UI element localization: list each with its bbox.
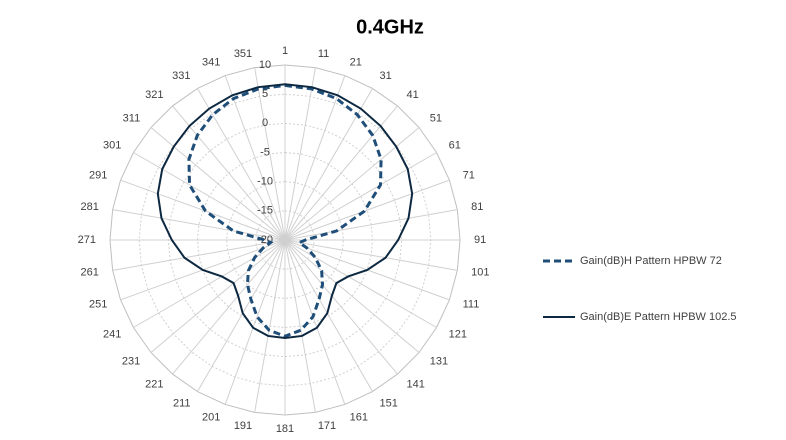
spoke: [284, 179, 450, 241]
category-label: 121: [449, 328, 467, 340]
category-label: 281: [81, 201, 99, 213]
chart-title: 0.4GHz: [356, 16, 424, 38]
spoke: [284, 239, 346, 405]
spoke: [254, 239, 286, 413]
series-line: [156, 83, 414, 340]
spoke: [172, 105, 286, 241]
spoke: [254, 67, 286, 241]
category-label: 261: [81, 267, 99, 279]
category-label: 191: [234, 420, 252, 432]
category-label: 251: [89, 299, 107, 311]
spoke: [284, 75, 346, 241]
spoke: [284, 239, 458, 271]
category-label: 351: [234, 48, 252, 60]
category-label: 341: [202, 56, 220, 68]
category-label: 21: [350, 56, 362, 68]
category-label: 61: [449, 139, 461, 151]
category-label: 31: [380, 70, 392, 82]
spoke: [197, 88, 286, 241]
spoke: [224, 75, 286, 241]
category-label: 111: [463, 299, 480, 311]
category-label: 101: [471, 267, 489, 279]
spoke: [284, 239, 437, 328]
category-label: 71: [463, 169, 475, 181]
spoke: [120, 179, 286, 241]
spoke: [284, 152, 437, 241]
category-label: 91: [474, 234, 486, 246]
category-label: 161: [350, 412, 368, 424]
spoke: [224, 239, 286, 405]
category-label: 181: [276, 423, 294, 435]
spoke: [284, 239, 373, 392]
category-label: 1: [282, 45, 288, 57]
spoke: [284, 105, 398, 241]
legend-label: Gain(dB)E Pattern HPBW 102.5: [580, 311, 737, 323]
r-tick-label: 5: [262, 88, 268, 100]
spoke: [150, 239, 286, 353]
spoke: [284, 239, 398, 375]
legend-label: Gain(dB)H Pattern HPBW 72: [580, 255, 722, 267]
category-label: 331: [172, 70, 190, 82]
category-label: 51: [430, 112, 442, 124]
spoke: [284, 209, 458, 241]
category-label: 81: [471, 201, 483, 213]
category-label: 301: [103, 139, 121, 151]
category-label: 231: [122, 355, 140, 367]
series-line: [187, 83, 383, 338]
spoke: [112, 239, 286, 271]
category-label: 131: [430, 355, 448, 367]
category-label: 171: [318, 420, 336, 432]
category-label: 141: [406, 379, 424, 391]
spoke: [112, 209, 286, 241]
category-label: 201: [202, 412, 220, 424]
category-label: 241: [103, 328, 121, 340]
spoke: [133, 239, 286, 328]
r-tick-label: -5: [260, 146, 270, 158]
category-label: 271: [78, 234, 96, 246]
category-label: 41: [406, 89, 418, 101]
r-tick-label: -15: [257, 205, 273, 217]
r-tick-label: -10: [257, 176, 273, 188]
category-label: 291: [89, 169, 107, 181]
spoke: [133, 152, 286, 241]
spoke: [284, 239, 420, 353]
category-label: 311: [123, 112, 141, 124]
category-label: 321: [145, 89, 163, 101]
spoke: [284, 67, 316, 241]
category-label: 151: [380, 398, 398, 410]
category-label: 211: [173, 398, 191, 410]
spoke: [197, 239, 286, 392]
spoke: [284, 239, 316, 413]
r-tick-label: 0: [262, 117, 268, 129]
category-label: 221: [145, 379, 163, 391]
spoke: [172, 239, 286, 375]
category-label: 11: [318, 48, 329, 60]
r-tick-label: 10: [259, 59, 271, 71]
